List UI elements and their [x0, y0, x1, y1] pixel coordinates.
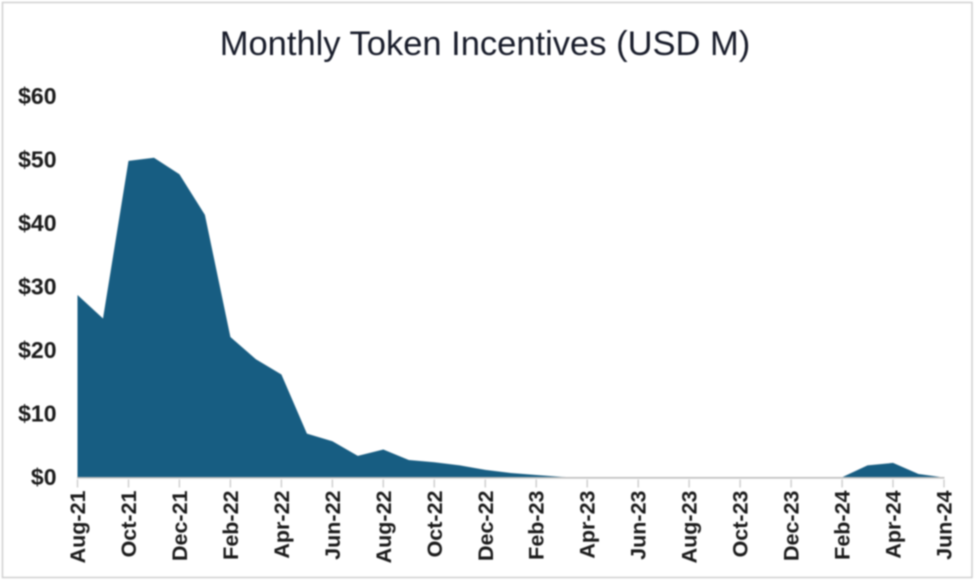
svg-text:$50: $50 [18, 147, 56, 173]
svg-text:Apr-24: Apr-24 [882, 490, 906, 558]
svg-text:Jun-24: Jun-24 [933, 490, 957, 559]
svg-text:Feb-23: Feb-23 [525, 490, 549, 559]
svg-text:Aug-21: Aug-21 [66, 490, 90, 563]
svg-text:Apr-22: Apr-22 [270, 490, 294, 558]
svg-text:Feb-24: Feb-24 [831, 490, 855, 559]
svg-text:Aug-23: Aug-23 [678, 490, 702, 563]
svg-text:$40: $40 [18, 210, 56, 236]
svg-text:$0: $0 [31, 464, 57, 490]
svg-text:Dec-22: Dec-22 [474, 490, 498, 561]
svg-text:$60: $60 [18, 83, 56, 109]
svg-text:Feb-22: Feb-22 [219, 490, 243, 559]
svg-text:$30: $30 [18, 274, 56, 300]
svg-text:Oct-22: Oct-22 [423, 490, 447, 557]
svg-text:Aug-22: Aug-22 [372, 490, 396, 563]
svg-text:Dec-23: Dec-23 [780, 490, 804, 561]
svg-text:Oct-21: Oct-21 [117, 490, 141, 557]
svg-text:$10: $10 [18, 401, 56, 427]
svg-text:Dec-21: Dec-21 [168, 490, 192, 561]
svg-text:Apr-23: Apr-23 [576, 490, 600, 558]
svg-text:Monthly Token Incentives (USD: Monthly Token Incentives (USD M) [220, 25, 750, 63]
svg-text:Oct-23: Oct-23 [729, 490, 753, 557]
svg-text:$20: $20 [18, 337, 56, 363]
svg-text:Jun-23: Jun-23 [627, 490, 651, 559]
svg-text:Jun-22: Jun-22 [321, 490, 345, 559]
